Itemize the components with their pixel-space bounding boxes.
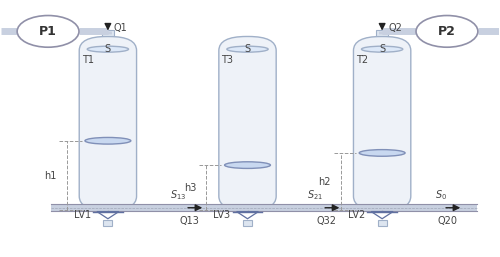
Text: h2: h2 [318, 177, 331, 187]
Text: S: S [379, 44, 385, 54]
Bar [376, 30, 388, 36]
Text: LV1: LV1 [74, 210, 91, 220]
Text: Q2: Q2 [388, 23, 402, 33]
FancyBboxPatch shape [354, 36, 411, 210]
Bar [50, 204, 477, 211]
Text: Q20: Q20 [437, 216, 457, 226]
Text: Q1: Q1 [114, 23, 128, 33]
FancyBboxPatch shape [79, 36, 136, 210]
FancyBboxPatch shape [219, 36, 276, 210]
Text: h1: h1 [44, 171, 57, 180]
Text: T1: T1 [82, 55, 94, 65]
Text: Q32: Q32 [316, 216, 336, 226]
Polygon shape [236, 212, 258, 219]
Bar [378, 220, 386, 226]
Text: $S_0$: $S_0$ [434, 188, 447, 202]
Text: T2: T2 [356, 55, 368, 65]
Ellipse shape [227, 46, 268, 52]
Text: h3: h3 [184, 183, 196, 193]
Text: T3: T3 [222, 55, 234, 65]
Ellipse shape [88, 46, 128, 52]
Polygon shape [371, 212, 393, 219]
Ellipse shape [224, 162, 270, 168]
Circle shape [17, 15, 79, 47]
Text: Q13: Q13 [179, 216, 199, 226]
Text: P1: P1 [39, 25, 57, 38]
Text: P2: P2 [438, 25, 456, 38]
Bar [102, 30, 114, 36]
Text: LV3: LV3 [214, 210, 230, 220]
Text: S: S [244, 44, 250, 54]
Ellipse shape [359, 150, 405, 156]
Text: $S_{13}$: $S_{13}$ [170, 188, 186, 202]
Bar [243, 220, 252, 226]
Text: LV2: LV2 [348, 210, 365, 220]
Circle shape [416, 15, 478, 47]
Ellipse shape [362, 46, 403, 52]
Polygon shape [97, 212, 119, 219]
Text: S: S [105, 44, 111, 54]
Text: $S_{21}$: $S_{21}$ [306, 188, 323, 202]
Ellipse shape [85, 137, 131, 144]
Bar [104, 220, 112, 226]
